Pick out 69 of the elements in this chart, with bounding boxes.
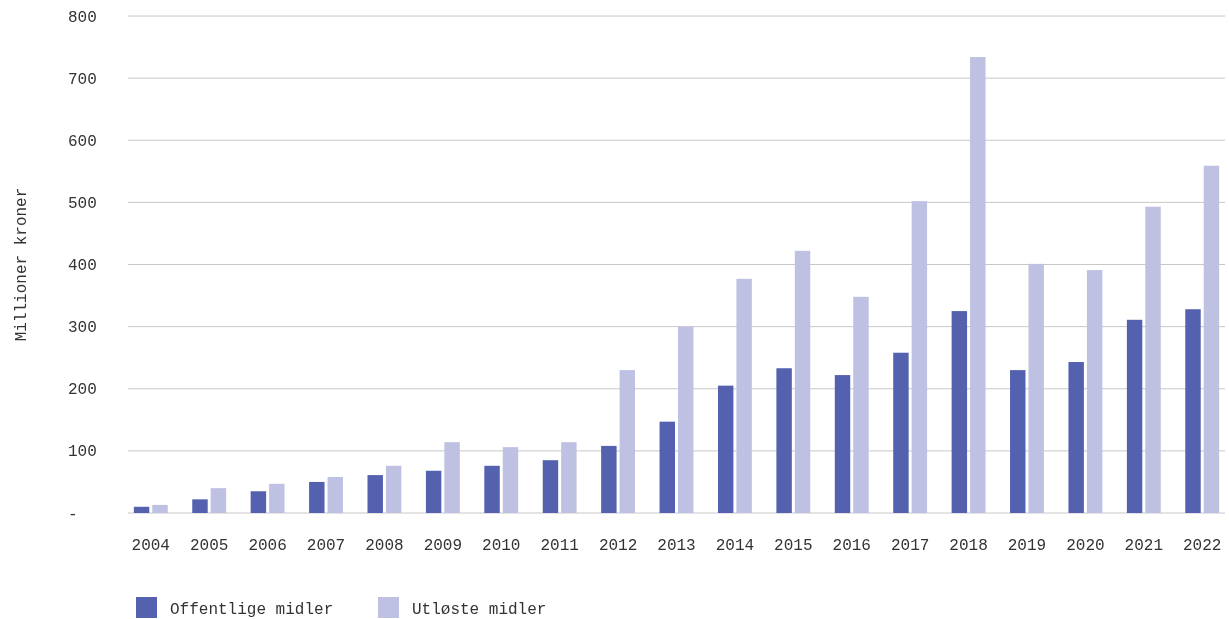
bar — [794, 250, 811, 513]
bar — [1126, 319, 1143, 513]
x-tick-label: 2007 — [306, 537, 346, 555]
bar — [1010, 370, 1026, 513]
bar — [911, 201, 928, 513]
bar — [367, 475, 383, 513]
bar — [192, 499, 208, 513]
bar — [619, 370, 636, 513]
y-tick-label: 300 — [68, 319, 97, 338]
bar — [309, 481, 325, 513]
bar — [444, 442, 460, 513]
bar — [327, 476, 343, 513]
y-tick-label: 800 — [68, 8, 97, 27]
bar — [601, 445, 617, 513]
bar — [133, 506, 150, 513]
legend-label: Utløste midler — [412, 600, 547, 619]
x-tick-label: 2014 — [715, 537, 755, 555]
x-tick-label: 2006 — [248, 537, 287, 555]
y-tick-label: - — [68, 505, 78, 524]
bar — [951, 311, 968, 513]
x-tick-label: 2013 — [657, 537, 696, 555]
bar — [659, 421, 675, 513]
legend-label: Offentlige midler — [170, 600, 334, 619]
y-tick-label: 100 — [68, 443, 97, 462]
x-tick-label: 2008 — [365, 537, 404, 555]
bar — [1068, 362, 1084, 513]
bar — [269, 483, 285, 513]
y-tick-label: 600 — [68, 132, 97, 151]
bar — [484, 465, 500, 513]
bar — [385, 465, 402, 513]
bar — [250, 491, 267, 513]
bar — [853, 296, 869, 513]
bar — [542, 460, 559, 513]
y-tick-label: 400 — [68, 257, 97, 276]
x-tick-label: 2016 — [832, 537, 871, 555]
x-tick-label: 2005 — [189, 537, 229, 555]
bar — [1145, 206, 1161, 513]
bar — [1203, 165, 1220, 513]
bar — [970, 57, 986, 513]
x-tick-label: 2004 — [131, 537, 170, 555]
bar — [561, 442, 577, 513]
bar — [736, 278, 752, 513]
bar — [152, 504, 168, 513]
x-tick-label: 2018 — [949, 537, 988, 555]
y-tick-label: 700 — [68, 70, 97, 89]
x-tick-label: 2010 — [482, 537, 521, 555]
bar — [893, 352, 909, 513]
x-tick-label: 2019 — [1007, 537, 1047, 555]
x-tick-label: 2011 — [540, 537, 579, 555]
x-tick-label: 2022 — [1183, 537, 1222, 555]
x-tick-label: 2021 — [1124, 537, 1164, 555]
bar — [834, 375, 851, 513]
bar — [776, 368, 792, 513]
x-tick-label: 2015 — [774, 537, 813, 555]
y-tick-label: 500 — [68, 194, 97, 213]
bar — [425, 470, 442, 513]
bar — [1185, 309, 1201, 513]
y-axis-title: Millioner kroner — [13, 187, 31, 342]
x-tick-label: 2017 — [890, 537, 930, 555]
bar — [210, 488, 227, 513]
y-tick-label: 200 — [68, 381, 97, 400]
bar — [717, 385, 734, 513]
x-tick-label: 2020 — [1066, 537, 1105, 555]
bar — [1086, 270, 1103, 513]
x-tick-label: 2012 — [598, 537, 638, 555]
bar — [1028, 263, 1044, 513]
x-tick-label: 2009 — [423, 537, 463, 555]
bar — [502, 447, 519, 513]
bar — [678, 326, 694, 513]
